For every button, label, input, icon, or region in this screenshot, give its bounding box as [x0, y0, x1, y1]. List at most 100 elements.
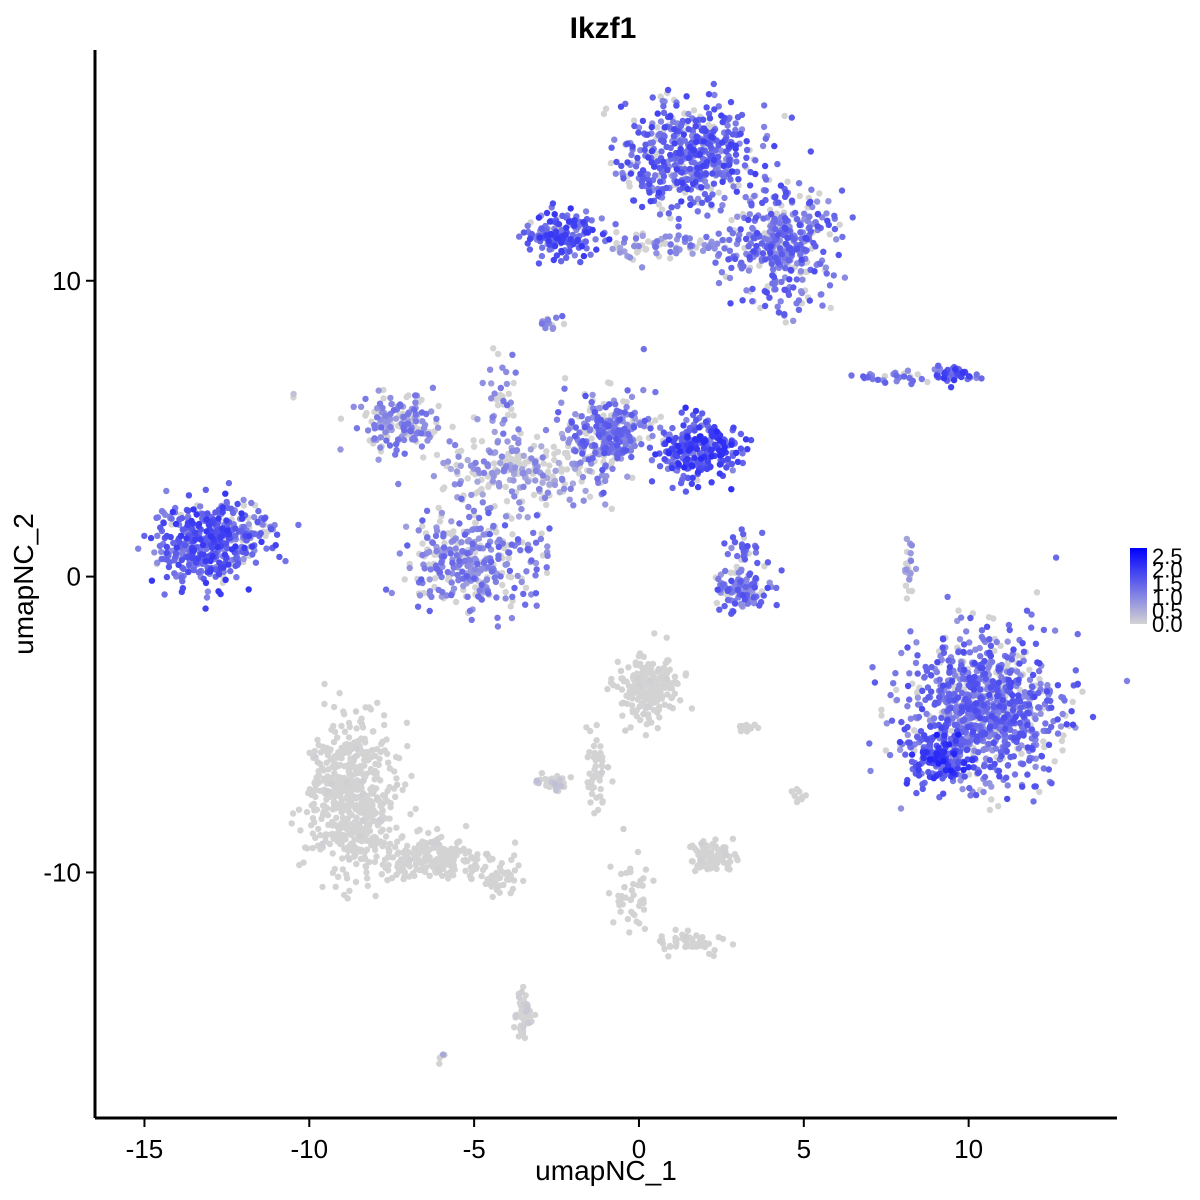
cell-point [740, 530, 747, 538]
cell-point [774, 160, 781, 168]
cell-point [986, 636, 993, 643]
cell-point [466, 607, 474, 615]
cell-point [597, 743, 604, 750]
cell-point [604, 379, 612, 386]
cell-point [454, 839, 461, 846]
cell-point [542, 426, 550, 434]
cell-point [925, 694, 932, 701]
cell-point [677, 158, 684, 165]
cell-point [400, 436, 408, 444]
cell-point [370, 728, 377, 735]
cell-point [613, 239, 620, 247]
cell-point [494, 439, 501, 446]
cell-point [734, 586, 741, 594]
cell-point [388, 400, 395, 408]
cell-point [668, 204, 675, 211]
cell-point [568, 419, 575, 426]
cell-point [1028, 726, 1036, 733]
cell-point [667, 248, 674, 256]
cell-point [497, 573, 504, 580]
cell-point [890, 680, 897, 687]
cell-point [774, 259, 782, 266]
cell-point [987, 642, 995, 649]
cell-point [154, 532, 161, 539]
cell-point [919, 687, 926, 694]
cell-point [1057, 723, 1065, 730]
cell-point [539, 244, 546, 251]
cell-point [158, 507, 166, 515]
cell-point [357, 832, 364, 840]
cell-point [324, 812, 332, 819]
cell-point [639, 232, 646, 239]
cell-point [584, 416, 592, 423]
cell-point [512, 447, 520, 454]
cell-point [640, 906, 648, 913]
cell-point [729, 941, 737, 948]
cell-point [393, 824, 400, 831]
cell-point [577, 258, 584, 266]
cell-point [653, 238, 661, 245]
cell-point [564, 454, 571, 461]
cell-point [1036, 675, 1043, 683]
cell-point [480, 559, 488, 566]
cell-point [1051, 758, 1058, 765]
cell-point [456, 557, 463, 564]
cell-point [935, 362, 942, 369]
cell-point [273, 531, 281, 538]
cell-point [535, 260, 543, 267]
cell-point [532, 572, 539, 579]
cell-point [741, 556, 749, 563]
cell-point [738, 259, 745, 266]
cell-point [778, 250, 785, 258]
cell-point [672, 943, 680, 950]
cell-point [825, 198, 832, 205]
cell-point [1006, 668, 1013, 676]
cell-point [338, 835, 345, 843]
cell-point [609, 778, 616, 785]
cell-point [512, 369, 519, 376]
cell-point [732, 120, 739, 127]
cell-point [1059, 710, 1066, 718]
cell-point [541, 494, 549, 502]
cell-point [640, 675, 647, 683]
cell-point [441, 484, 448, 491]
cell-point [508, 541, 515, 548]
cell-point [479, 499, 486, 506]
cell-point [730, 183, 737, 190]
cell-point [394, 863, 401, 870]
cell-point [382, 586, 390, 593]
cell-point [746, 571, 753, 578]
cell-point [946, 669, 953, 676]
cell-point [306, 786, 313, 793]
cell-point [640, 690, 648, 698]
cell-point [819, 302, 826, 309]
cell-point [227, 567, 234, 575]
cell-point [372, 892, 379, 900]
cell-point [606, 435, 613, 442]
cell-point [675, 215, 682, 223]
cell-point [461, 858, 469, 865]
cell-point [393, 781, 401, 788]
cell-point [533, 566, 540, 573]
cell-point [393, 775, 400, 782]
cell-point [793, 798, 801, 806]
cell-point [561, 385, 568, 392]
cell-point [734, 552, 741, 560]
cell-point [1048, 723, 1055, 730]
cell-point [759, 142, 767, 150]
cell-point [502, 483, 509, 491]
cell-point [263, 545, 270, 552]
cell-point [232, 562, 239, 570]
cell-point [938, 714, 945, 721]
cell-point [532, 590, 540, 597]
cell-point [704, 212, 711, 219]
cell-point [592, 763, 599, 770]
cell-point [1004, 659, 1011, 667]
cell-point [1040, 626, 1048, 634]
cell-point [752, 544, 760, 551]
cell-point [321, 680, 328, 688]
cell-point [959, 785, 966, 793]
cell-point [782, 264, 789, 272]
cell-point [936, 694, 943, 701]
cell-point [749, 285, 756, 293]
